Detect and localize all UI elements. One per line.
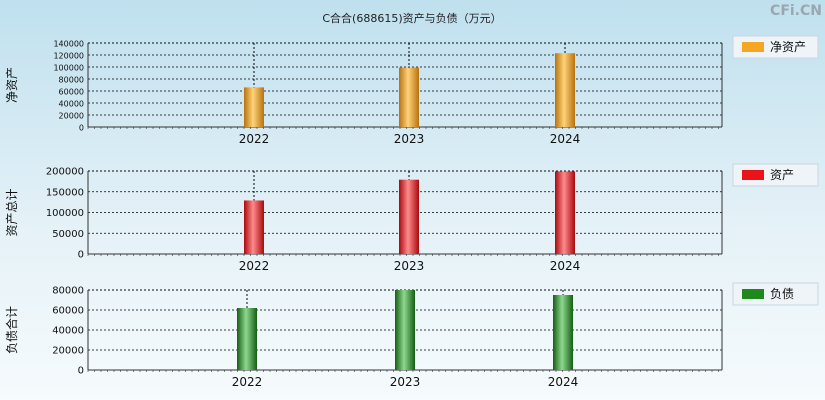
bar-2023 [395, 290, 415, 370]
y-tick-label: 20000 [59, 112, 84, 121]
y-tick-label: 0 [78, 366, 84, 377]
legend-box [732, 163, 819, 187]
bar-2022 [237, 308, 257, 370]
x-tick-label: 2024 [550, 132, 581, 146]
legend-label: 资产 [770, 168, 794, 182]
legend-swatch [742, 170, 764, 180]
y-tick-label: 140000 [53, 40, 84, 49]
x-tick-label: 2023 [394, 132, 425, 146]
legend-swatch [742, 42, 764, 52]
bar-2023 [399, 179, 419, 254]
bar-2024 [555, 53, 575, 128]
chart-title: C合合(688615)资产与负债（万元） [322, 11, 501, 25]
bar-2024 [553, 295, 573, 370]
y-tick-label: 120000 [53, 52, 84, 61]
y-tick-label: 150000 [46, 187, 84, 198]
y-tick-label: 20000 [52, 346, 84, 357]
y-tick-label: 0 [78, 250, 84, 261]
legend-label: 负债 [770, 287, 794, 301]
legend-box [732, 35, 819, 59]
x-tick-label: 2022 [239, 132, 270, 146]
y-tick-label: 200000 [46, 167, 84, 178]
y-tick-label: 40000 [52, 326, 84, 337]
panel-assets: 0 50000 100000 150000 200000 2022 2023 2024 资产总计… [5, 163, 819, 273]
brand-watermark: CFi.CN [770, 3, 822, 19]
x-tick-label: 2023 [394, 259, 425, 273]
y-axis-label: 资产总计 [5, 188, 19, 236]
y-tick-label: 40000 [59, 100, 84, 109]
y-tick-label: 60000 [52, 306, 84, 317]
x-tick-label: 2024 [548, 375, 579, 389]
legend-label: 净资产 [770, 40, 806, 54]
y-tick-label: 50000 [52, 229, 84, 240]
y-axis-label: 净资产 [5, 67, 19, 103]
bar-2022 [244, 87, 264, 127]
x-tick-label: 2022 [232, 375, 263, 389]
y-tick-label: 100000 [46, 208, 84, 219]
bar-2022 [244, 200, 264, 254]
y-tick-label: 80000 [59, 76, 84, 85]
y-tick-label: 0 [79, 124, 84, 133]
legend-swatch [742, 289, 764, 299]
bar-2024 [555, 171, 575, 254]
y-tick-label: 80000 [52, 286, 84, 297]
y-tick-label: 100000 [53, 64, 84, 73]
x-tick-label: 2024 [550, 259, 581, 273]
bar-2023 [399, 67, 419, 127]
x-tick-label: 2022 [239, 259, 270, 273]
y-axis-label: 负债合计 [4, 306, 19, 354]
legend-box [732, 282, 819, 306]
panel-equity: 0 20000 40000 60000 80000 100000 120000 140000 2… [5, 35, 819, 146]
panel-liabilities: 0 20000 40000 60000 80000 2022 2023 2024 负债合计 负债 [4, 282, 819, 389]
x-tick-label: 2023 [390, 375, 421, 389]
y-tick-label: 60000 [59, 88, 84, 97]
